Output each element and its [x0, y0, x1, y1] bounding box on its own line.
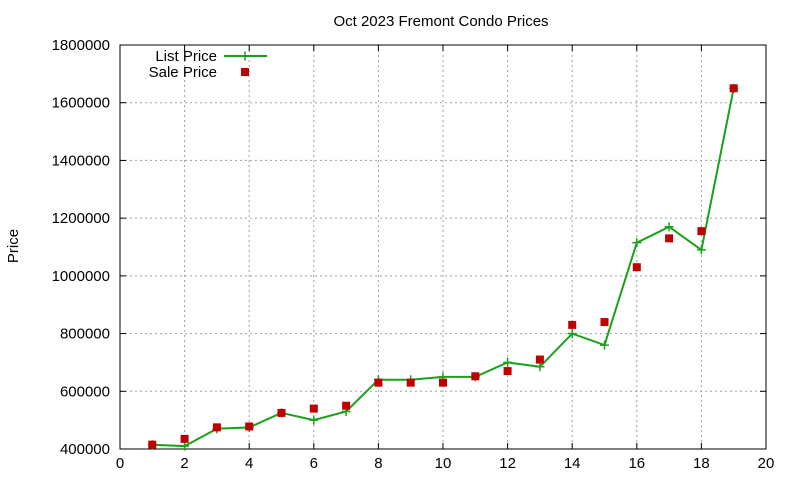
y-tick-label: 800000 — [60, 326, 110, 343]
sale-price-point — [665, 234, 674, 243]
list-price-point — [309, 415, 319, 425]
sale-price-point — [406, 378, 415, 387]
list-price-point — [180, 441, 190, 451]
sale-price-point — [309, 404, 318, 413]
sale-price-point — [180, 434, 189, 443]
list-price-point — [567, 329, 577, 339]
sale-price-point — [342, 401, 351, 410]
y-tick-label: 600000 — [60, 383, 110, 400]
y-tick-label: 400000 — [60, 441, 110, 458]
y-tick-label: 1000000 — [52, 268, 110, 285]
sale-price-point — [600, 318, 609, 327]
grid — [120, 45, 766, 449]
sale-price-point — [439, 378, 447, 387]
legend-label: Sale Price — [149, 64, 217, 81]
sale-price-point — [148, 440, 157, 449]
list-price-point — [632, 238, 642, 248]
x-tick-label: 18 — [693, 455, 710, 472]
legend-swatch-marker — [240, 51, 250, 61]
sale-price-point — [277, 408, 286, 417]
list-price-point — [696, 245, 706, 255]
list-price-point — [664, 222, 674, 232]
x-tick-label: 12 — [499, 455, 516, 472]
x-tick-label: 14 — [564, 455, 581, 472]
sale-price-point — [535, 355, 544, 364]
y-tick-label: 1600000 — [52, 95, 110, 112]
list-price-point — [600, 340, 609, 350]
sale-price-point — [245, 422, 254, 431]
x-tick-label: 2 — [180, 455, 188, 472]
sale-price-point — [729, 84, 738, 93]
x-tick-label: 16 — [628, 455, 645, 472]
y-axis-label: Price — [5, 229, 22, 263]
y-tick-label: 1200000 — [52, 210, 110, 227]
x-tick-label: 10 — [435, 455, 452, 472]
sale-price-point — [568, 320, 577, 329]
x-tick-label: 0 — [116, 455, 124, 472]
legend-label: List Price — [155, 48, 217, 65]
sale-price-point — [632, 263, 641, 272]
list-price-point — [503, 357, 513, 367]
x-tick-label: 6 — [310, 455, 318, 472]
sale-price-point — [697, 227, 706, 236]
sale-price-series — [148, 84, 738, 449]
series-layer — [147, 83, 739, 451]
legend-swatch-marker — [241, 68, 249, 76]
chart-title: Oct 2023 Fremont Condo Prices — [333, 13, 548, 30]
x-tick-label: 8 — [374, 455, 382, 472]
x-tick-label: 20 — [758, 455, 775, 472]
sale-price-point — [374, 378, 383, 387]
sale-price-point — [471, 372, 480, 381]
axes: 0 2 4 6 8 10 12 14 16 18 20 400000 600000 800000 10000… — [52, 37, 775, 472]
sale-price-point — [212, 423, 221, 432]
y-tick-label: 1400000 — [52, 152, 110, 169]
y-tick-label: 1800000 — [52, 37, 110, 54]
sale-price-point — [503, 367, 512, 376]
x-tick-label: 4 — [245, 455, 253, 472]
list-price-point — [535, 362, 545, 372]
